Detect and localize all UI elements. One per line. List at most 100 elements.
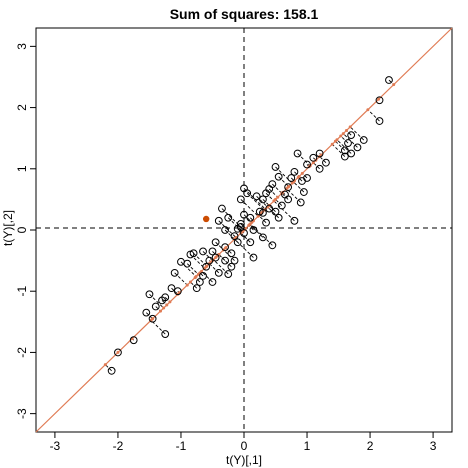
data-point: [233, 224, 242, 233]
data-point: [214, 268, 223, 277]
x-tick-label: 0: [241, 439, 248, 453]
data-point: [249, 253, 258, 262]
data-point: [259, 195, 267, 204]
data-point: [240, 184, 248, 193]
x-tick-label: -1: [176, 439, 187, 453]
data-point: [293, 149, 302, 158]
data-point: [290, 216, 299, 225]
projection-segment: [240, 232, 251, 243]
data-point: [173, 287, 182, 296]
chart-title: Sum of squares: 158.1: [170, 6, 319, 22]
projection-segment: [201, 270, 213, 283]
data-point: [249, 226, 258, 234]
data-point: [208, 247, 217, 256]
data-point: [221, 243, 229, 252]
data-point: [271, 207, 280, 216]
data-point: [303, 160, 311, 169]
x-tick-label: 1: [304, 439, 311, 453]
data-point: [322, 158, 330, 167]
data-point: [375, 96, 384, 105]
projection-mark: [348, 125, 352, 129]
data-point: [202, 262, 211, 271]
data-point: [236, 195, 245, 204]
projection-mark: [165, 303, 169, 307]
projection-segment: [258, 215, 267, 223]
data-point: [214, 216, 223, 225]
data-point: [151, 302, 160, 311]
projection-segment: [240, 199, 259, 217]
projection-segment: [234, 238, 254, 258]
y-axis-label: t(Y)[,2]: [1, 210, 15, 246]
data-point: [221, 226, 229, 234]
projection-segment: [202, 251, 213, 261]
projection-mark: [333, 139, 337, 143]
projection-mark: [339, 134, 343, 138]
data-point: [240, 210, 248, 219]
x-tick-label: -2: [113, 439, 124, 453]
projection-segment: [256, 196, 268, 208]
data-point: [221, 256, 229, 265]
highlight-point: [202, 215, 210, 223]
projection-segment: [336, 139, 352, 154]
projection-mark: [196, 272, 200, 276]
data-point: [142, 308, 151, 317]
projection-mark: [116, 350, 120, 354]
data-point: [170, 268, 179, 277]
projection-segment: [293, 181, 305, 193]
projection-mark: [341, 132, 345, 136]
projection-segment: [268, 188, 279, 198]
projection-mark: [168, 300, 172, 304]
projection-segment: [209, 263, 220, 274]
projection-mark: [162, 306, 166, 310]
projection-mark: [330, 142, 334, 146]
projection-segment: [218, 254, 232, 268]
projection-segment: [224, 229, 235, 240]
data-point: [290, 167, 299, 176]
data-point: [277, 201, 286, 210]
projection-segment: [367, 109, 380, 122]
data-point: [161, 330, 170, 338]
projection-mark: [199, 269, 203, 273]
data-point: [284, 195, 293, 204]
data-point: [296, 198, 305, 207]
axis-ticks: -3 -2 -1 0 1 2 3 -3 -2 -1 0 1 2 3: [15, 43, 437, 453]
data-point: [299, 188, 308, 196]
projection-mark: [188, 280, 192, 284]
projection-segment: [273, 200, 295, 222]
projection-segment: [278, 176, 290, 187]
x-axis-label: t(Y)[,1]: [226, 453, 262, 467]
data-point: [255, 207, 264, 216]
data-point: [230, 256, 239, 265]
data-point: [211, 253, 220, 262]
data-point: [340, 146, 349, 155]
data-point: [315, 149, 324, 158]
projection-segment: [335, 140, 346, 151]
data-points: [107, 76, 393, 375]
data-point: [129, 336, 138, 345]
data-point: [252, 192, 261, 201]
projection-mark: [185, 283, 189, 287]
projection-mark: [300, 171, 304, 175]
data-point: [205, 256, 214, 265]
projection-segment: [150, 319, 166, 335]
data-point: [375, 117, 384, 125]
data-point: [177, 257, 185, 266]
data-point: [262, 218, 270, 227]
data-point: [274, 172, 283, 181]
data-point: [246, 213, 255, 222]
projection-mark: [103, 363, 107, 367]
projection-mark: [297, 174, 301, 178]
data-point: [274, 213, 283, 222]
y-tick-label: 1: [15, 165, 29, 172]
projection-segment: [199, 272, 204, 277]
projection-segment: [186, 263, 199, 275]
projection-segment: [149, 293, 164, 309]
projection-segment: [272, 183, 283, 194]
data-point: [107, 366, 116, 375]
data-point: [218, 204, 226, 213]
data-point: [227, 262, 236, 271]
projection-segment: [215, 241, 224, 251]
data-point: [309, 153, 318, 162]
projection-segment: [331, 143, 346, 157]
